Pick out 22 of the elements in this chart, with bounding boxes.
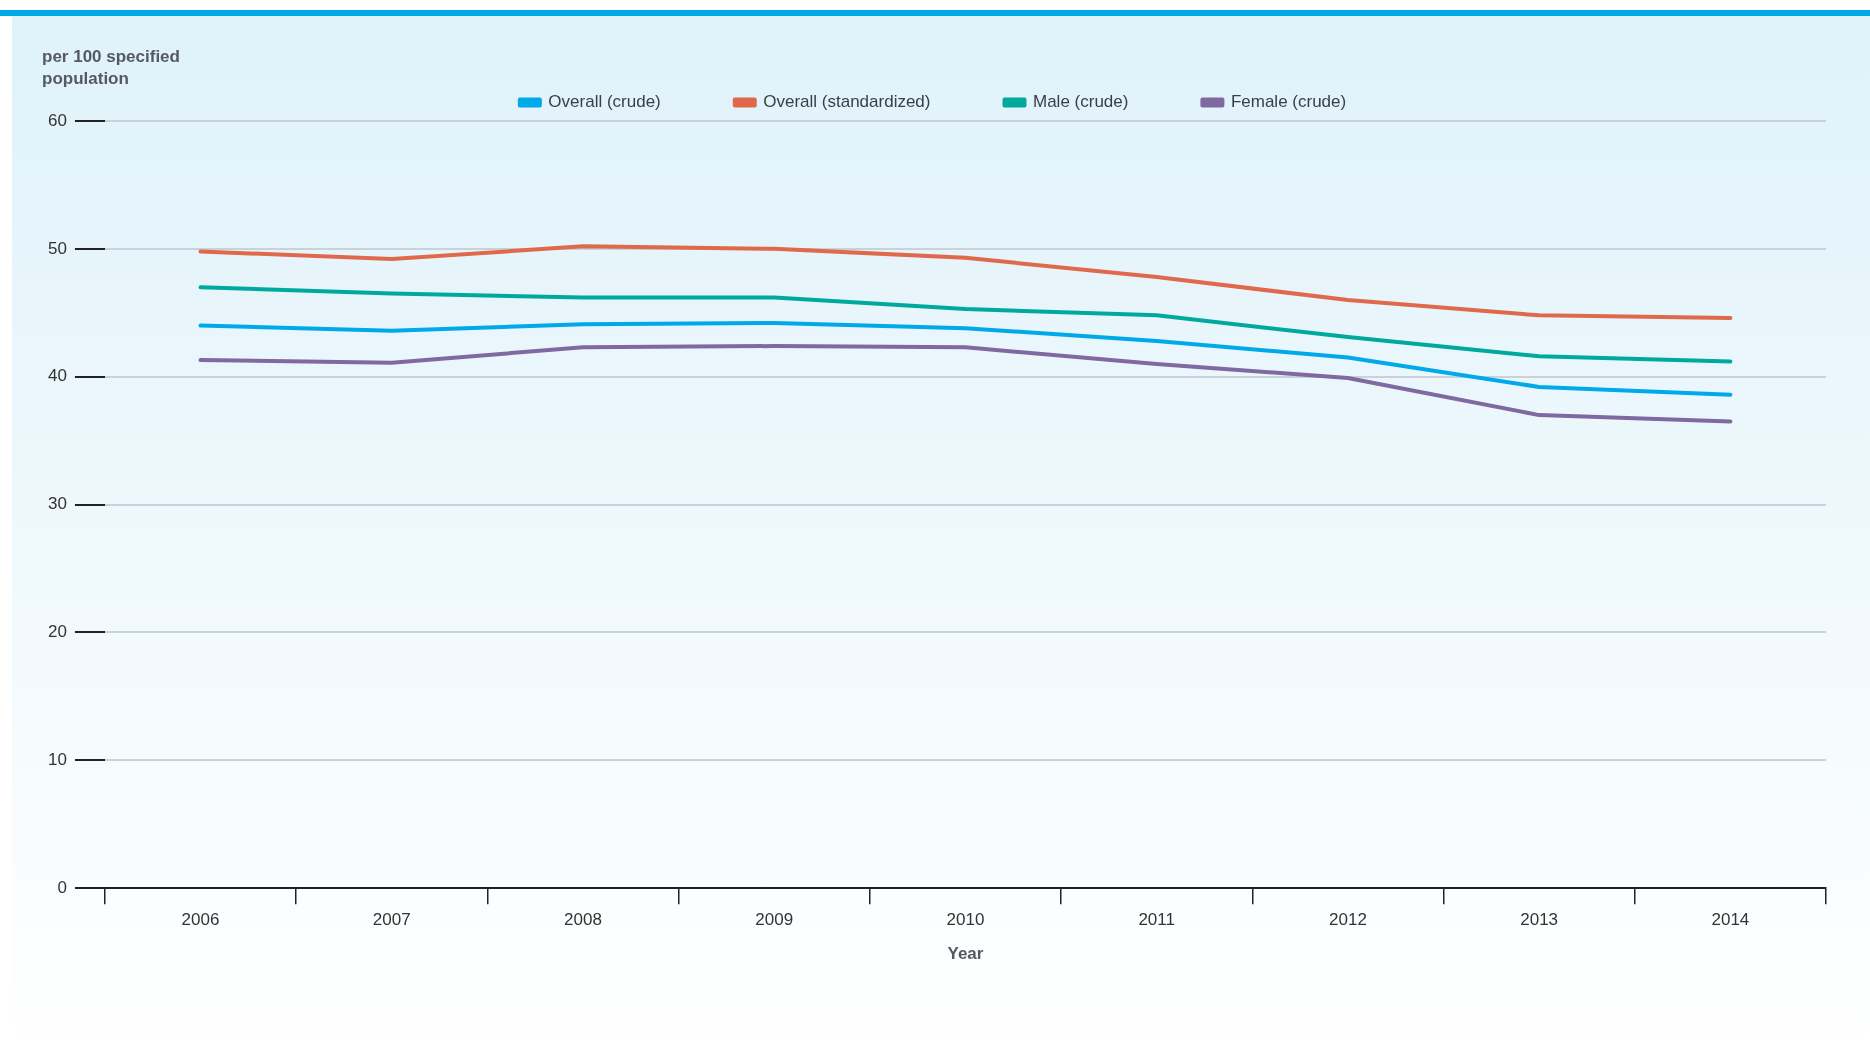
x-tick-label: 2009	[755, 910, 794, 930]
x-tick-label: 2006	[181, 910, 220, 930]
y-axis-title: per 100 specified population	[42, 46, 181, 90]
x-tick-label: 2010	[946, 910, 985, 930]
y-tick-label: 10	[47, 750, 67, 770]
y-tick-label: 60	[47, 110, 67, 130]
y-tick-label: 0	[57, 877, 67, 897]
x-axis-title: Year	[947, 944, 984, 964]
legend-label: Overall (standardized)	[763, 92, 931, 112]
legend-label: Overall (crude)	[548, 92, 661, 112]
x-tick-label: 2007	[372, 910, 411, 930]
legend-label: Female (crude)	[1230, 92, 1347, 112]
x-tick-label: 2008	[564, 910, 602, 930]
y-tick-label: 30	[47, 494, 67, 514]
y-tick-label: 40	[47, 366, 67, 386]
x-tick-label: 2011	[1138, 910, 1175, 930]
x-tick-label: 2014	[1711, 910, 1750, 930]
y-tick-label: 20	[47, 622, 67, 642]
y-tick-label: 50	[47, 238, 67, 258]
x-tick-label: 2013	[1520, 910, 1559, 930]
x-tick-label: 2012	[1329, 910, 1367, 930]
legend-label: Male (crude)	[1032, 92, 1129, 112]
